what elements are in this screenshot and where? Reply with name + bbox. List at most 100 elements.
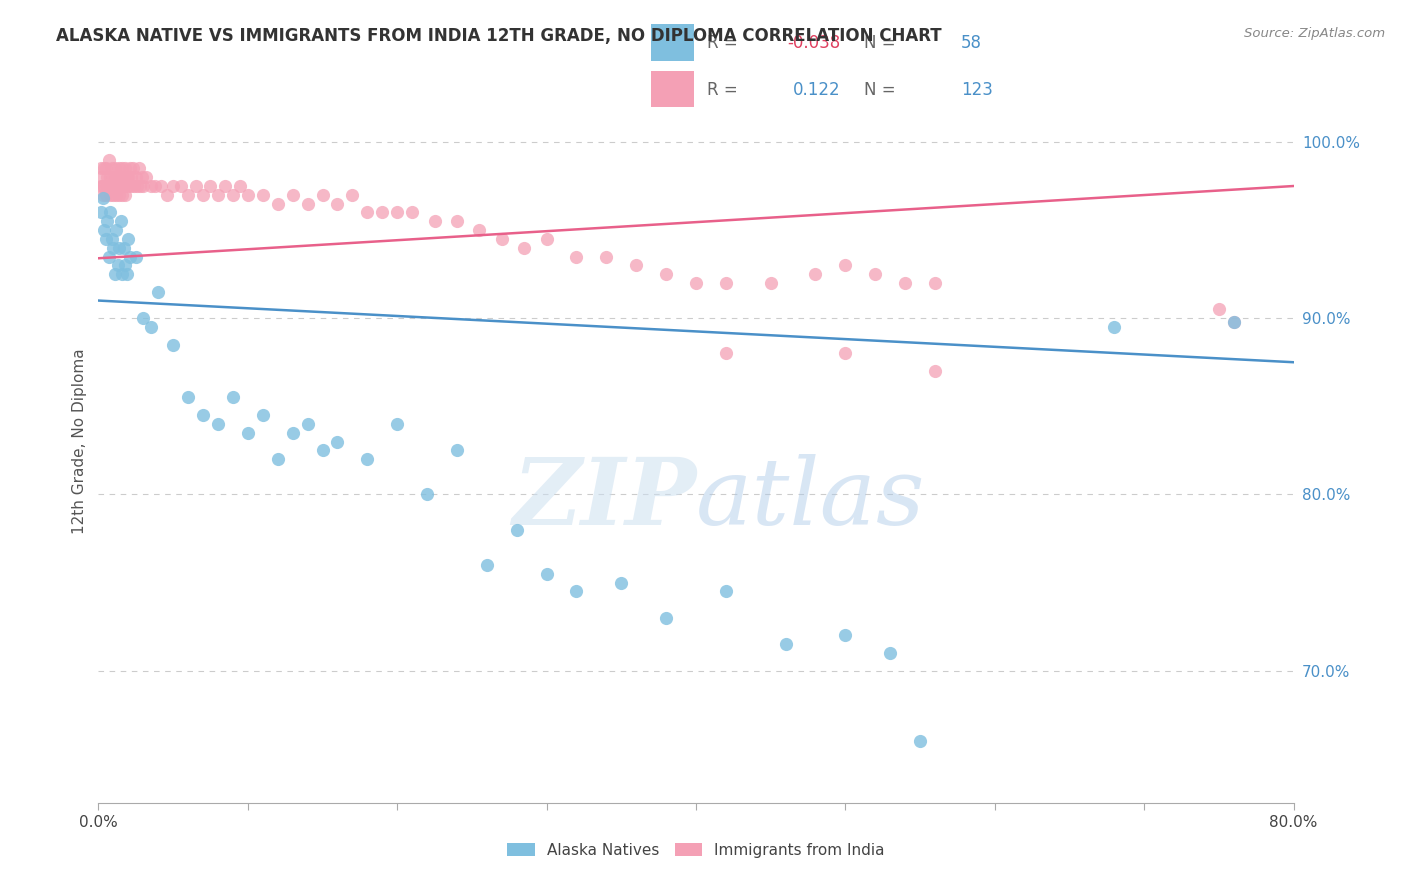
Point [94, 187, 117, 202]
Point [148, 285, 170, 299]
Point [236, 425, 259, 440]
Point [908, 734, 931, 748]
Point [90, 179, 112, 194]
Point [371, 205, 394, 219]
Point [121, 161, 143, 176]
Point [610, 575, 633, 590]
Point [311, 187, 333, 202]
Point [110, 170, 132, 185]
Point [108, 161, 131, 176]
Point [536, 566, 558, 581]
Point [894, 276, 917, 290]
Point [468, 223, 491, 237]
Point [169, 179, 191, 194]
Point [93, 179, 115, 194]
Point [129, 179, 152, 194]
Point [326, 196, 349, 211]
Text: R =: R = [707, 34, 738, 52]
Point [214, 179, 236, 194]
Point [124, 179, 146, 194]
Point [1223, 315, 1246, 329]
Point [222, 391, 245, 405]
Point [177, 187, 200, 202]
Point [326, 434, 349, 449]
Point [114, 258, 136, 272]
Point [775, 637, 797, 651]
Point [107, 179, 129, 194]
Point [655, 267, 678, 281]
Point [112, 170, 135, 185]
Point [90, 161, 112, 176]
Point [385, 205, 409, 219]
Point [207, 417, 229, 431]
Point [98, 170, 122, 185]
Point [222, 187, 245, 202]
Point [103, 241, 125, 255]
Point [105, 223, 128, 237]
Point [132, 311, 155, 326]
Point [118, 250, 141, 264]
Point [107, 258, 129, 272]
Point [267, 196, 290, 211]
Point [139, 179, 162, 194]
Point [207, 187, 229, 202]
Point [131, 170, 153, 185]
Point [94, 232, 117, 246]
Point [626, 258, 648, 272]
Point [120, 179, 142, 194]
Point [177, 391, 200, 405]
Point [200, 179, 222, 194]
Point [117, 232, 139, 246]
Point [111, 267, 134, 281]
Point [110, 179, 132, 194]
Point [446, 214, 468, 228]
Point [139, 320, 162, 334]
Point [565, 250, 588, 264]
Point [127, 179, 149, 194]
Point [96, 179, 118, 194]
Point [91, 191, 114, 205]
Text: 0.122: 0.122 [793, 81, 841, 99]
Point [491, 232, 513, 246]
Point [117, 179, 139, 194]
Point [114, 187, 136, 202]
Point [252, 408, 274, 422]
Point [98, 187, 122, 202]
Point [297, 196, 319, 211]
Point [120, 170, 142, 185]
Point [101, 232, 124, 246]
Point [356, 205, 378, 219]
Point [112, 179, 135, 194]
Point [236, 187, 259, 202]
Point [101, 179, 124, 194]
Point [89, 170, 111, 185]
Point [267, 452, 290, 467]
Point [834, 628, 856, 642]
Point [110, 214, 132, 228]
Point [104, 179, 127, 194]
Point [111, 187, 134, 202]
Point [135, 170, 157, 185]
Point [191, 408, 214, 422]
Point [105, 170, 128, 185]
Point [103, 187, 125, 202]
Point [115, 267, 138, 281]
Point [132, 179, 155, 194]
Point [97, 153, 120, 167]
Point [191, 187, 214, 202]
Point [1104, 320, 1126, 334]
Point [101, 161, 124, 176]
Point [184, 179, 207, 194]
Point [108, 241, 131, 255]
Text: Source: ZipAtlas.com: Source: ZipAtlas.com [1244, 27, 1385, 40]
FancyBboxPatch shape [651, 70, 695, 108]
Point [685, 276, 707, 290]
Point [297, 417, 319, 431]
Point [150, 179, 173, 194]
Point [111, 161, 134, 176]
Point [834, 346, 856, 360]
Point [416, 487, 439, 501]
Point [655, 611, 678, 625]
Point [98, 205, 122, 219]
Point [385, 417, 409, 431]
